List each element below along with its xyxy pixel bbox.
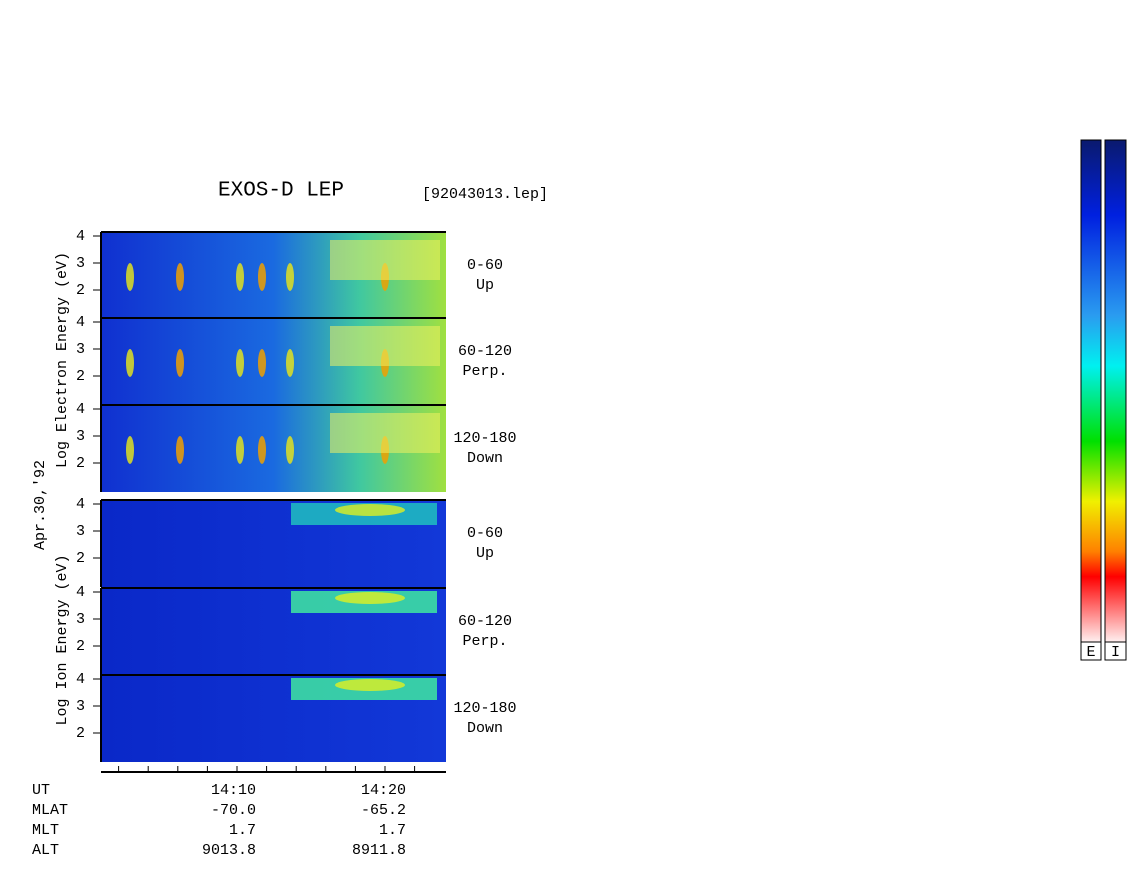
spectrogram-feature (286, 263, 294, 291)
spectrogram-feature (258, 436, 266, 464)
footer-value: -70.0 (211, 802, 256, 819)
footer-label: MLT (32, 822, 59, 839)
colorbar (1080, 139, 1102, 643)
spectrogram-feature (236, 436, 244, 464)
panel-range: 60-120 (458, 613, 512, 630)
y-tick-label: 3 (76, 523, 85, 540)
y-tick-label: 2 (76, 638, 85, 655)
spectrogram-feature (286, 436, 294, 464)
file-name: [92043013.lep] (422, 186, 548, 203)
panel-direction: Down (467, 450, 503, 467)
y-tick-label: 3 (76, 428, 85, 445)
spectrogram-feature (258, 263, 266, 291)
spectrogram-feature (335, 592, 405, 604)
panel-direction: Up (476, 545, 494, 562)
colorbar-label: I (1111, 644, 1120, 661)
spectrogram-feature (176, 436, 184, 464)
footer-value: 1.7 (229, 822, 256, 839)
spectrogram-feature (126, 436, 134, 464)
footer-value: -65.2 (361, 802, 406, 819)
electron-axis-label: Log Electron Energy (eV) (54, 252, 71, 468)
spectrogram-feature (330, 240, 440, 280)
panel-range: 120-180 (453, 700, 516, 717)
colorbar-label: E (1086, 644, 1095, 661)
y-tick-label: 3 (76, 255, 85, 272)
spectrogram-feature (176, 349, 184, 377)
y-tick-label: 4 (76, 584, 85, 601)
ion-axis-label: Log Ion Energy (eV) (54, 554, 71, 725)
footer-label: ALT (32, 842, 59, 859)
footer-value: 8911.8 (352, 842, 406, 859)
panel-range: 0-60 (467, 257, 503, 274)
y-tick-label: 2 (76, 368, 85, 385)
y-tick-label: 3 (76, 341, 85, 358)
y-tick-label: 4 (76, 314, 85, 331)
colorbars (1080, 139, 1127, 661)
footer-label: UT (32, 782, 50, 799)
y-tick-label: 2 (76, 550, 85, 567)
title: EXOS-D LEP (218, 180, 344, 203)
spectrogram-feature (126, 349, 134, 377)
spectrogram-feature (126, 263, 134, 291)
spectrogram-feature (335, 504, 405, 516)
y-tick-label: 4 (76, 671, 85, 688)
spectrogram-feature (236, 263, 244, 291)
panel-range: 120-180 (453, 430, 516, 447)
panel-direction: Perp. (462, 633, 507, 650)
spectrogram-feature (335, 679, 405, 691)
colorbar-label-box (1104, 641, 1127, 661)
y-tick-label: 2 (76, 455, 85, 472)
spectrogram-feature (176, 263, 184, 291)
footer-value: 9013.8 (202, 842, 256, 859)
panel-direction: Up (476, 277, 494, 294)
spectrogram-feature (330, 413, 440, 453)
y-tick-label: 4 (76, 401, 85, 418)
date: Apr.30,'92 (32, 460, 49, 550)
footer-value: 1.7 (379, 822, 406, 839)
panel-direction: Perp. (462, 363, 507, 380)
y-tick-label: 4 (76, 228, 85, 245)
spectrogram-feature (236, 349, 244, 377)
footer-value: 14:10 (211, 782, 256, 799)
colorbar-label-box (1080, 641, 1102, 661)
footer-value: 14:20 (361, 782, 406, 799)
colorbar (1104, 139, 1127, 643)
y-tick-label: 4 (76, 496, 85, 513)
panel-direction: Down (467, 720, 503, 737)
panel-range: 0-60 (467, 525, 503, 542)
y-tick-label: 2 (76, 725, 85, 742)
y-tick-label: 3 (76, 698, 85, 715)
spectrogram-feature (286, 349, 294, 377)
footer-label: MLAT (32, 802, 68, 819)
y-tick-label: 3 (76, 611, 85, 628)
y-tick-label: 2 (76, 282, 85, 299)
spectrogram-feature (330, 326, 440, 366)
panel-range: 60-120 (458, 343, 512, 360)
spectrogram-feature (258, 349, 266, 377)
